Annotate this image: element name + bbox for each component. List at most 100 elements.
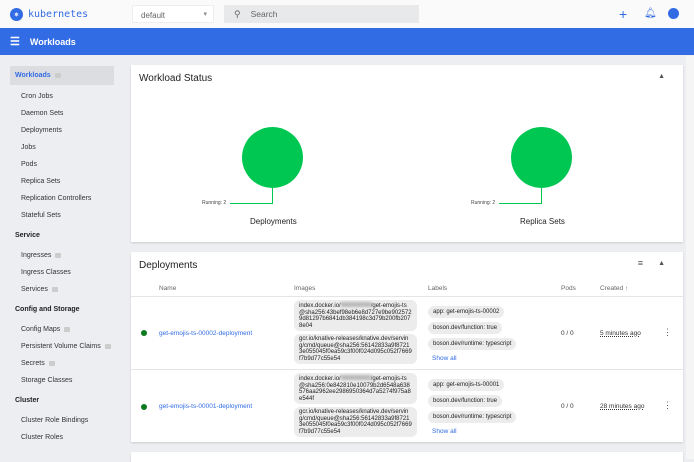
card-title: Workload Status xyxy=(139,73,213,84)
sidebar-item-ingress-classes[interactable]: Ingress Classes xyxy=(21,269,71,276)
account-icon[interactable] xyxy=(668,8,679,19)
redacted-text xyxy=(340,302,371,307)
helm-wheel-icon: ⎈ xyxy=(10,7,23,21)
more-vert-icon[interactable]: ⋮ xyxy=(663,400,672,410)
caret-down-icon: ▾ xyxy=(203,11,207,18)
bell-icon[interactable]: 🔔︎ xyxy=(644,8,657,19)
label-chip: boson.dev/function: true xyxy=(428,322,503,334)
status-running-icon xyxy=(141,330,147,336)
scrollbar[interactable] xyxy=(686,56,694,459)
next-card xyxy=(131,452,683,462)
deployment-link[interactable]: get-emojis-ts-00001-deployment xyxy=(159,403,253,410)
running-label: Running: 2 xyxy=(202,200,227,206)
deployment-link[interactable]: get-emojis-ts-00002-deployment xyxy=(159,330,253,337)
search-input[interactable]: ⚲ Search xyxy=(224,5,419,23)
created-time: 5 minutes ago xyxy=(600,330,641,337)
redacted-text xyxy=(340,375,371,380)
show-all-link[interactable]: Show all xyxy=(432,428,457,435)
label-chip: boson.dev/runtime: typescript xyxy=(428,338,517,350)
sidebar-item-cluster-role-bindings[interactable]: Cluster Role Bindings xyxy=(21,417,89,424)
collapse-icon[interactable]: ▲ xyxy=(658,73,665,80)
image-text: /get-emojis-ts@sha256:0e842810e10079b2d6… xyxy=(299,376,411,402)
sidebar-item-stateful-sets[interactable]: Stateful Sets xyxy=(21,212,61,219)
sidebar-item-ingresses[interactable]: Ingresses xyxy=(21,252,62,259)
created-time: 28 minutes ago xyxy=(600,403,645,410)
logo-text: kubernetes xyxy=(28,8,89,20)
search-placeholder: Search xyxy=(250,9,278,19)
sidebar-item-pvc[interactable]: Persistent Volume Claims xyxy=(21,343,111,350)
sidebar-item-label: Ingresses xyxy=(21,252,52,259)
sidebar-item-secrets[interactable]: Secrets xyxy=(21,360,55,367)
show-all-link[interactable]: Show all xyxy=(432,355,457,362)
image-text: index.docker.io/ xyxy=(299,376,341,382)
image-chip: index.docker.io//get-emojis-ts@sha256:43… xyxy=(294,300,417,332)
sidebar-item-replication-controllers[interactable]: Replication Controllers xyxy=(21,195,92,202)
label-chip: boson.dev/runtime: typescript xyxy=(428,411,517,423)
leader-line xyxy=(272,188,273,203)
sidebar: Workloads Cron Jobs Daemon Sets Deployme… xyxy=(0,55,130,459)
top-bar: ⎈ kubernetes default ▾ ⚲ Search + 🔔︎ xyxy=(0,0,694,28)
leader-line xyxy=(230,203,273,204)
deployments-chart-label: Deployments xyxy=(250,217,297,226)
image-text: index.docker.io/ xyxy=(299,303,341,309)
namespaced-badge xyxy=(48,360,55,366)
column-labels: Labels xyxy=(428,285,448,292)
label-chip: app: get-emojis-ts-00002 xyxy=(428,306,505,318)
namespaced-badge xyxy=(51,286,58,292)
menu-icon[interactable]: ☰ xyxy=(10,36,20,48)
pods-count: 0 / 0 xyxy=(561,330,574,337)
namespaced-badge xyxy=(104,343,111,349)
title-bar: ☰ Workloads xyxy=(0,28,694,55)
image-chip: gcr.io/knative-releases/knative.dev/serv… xyxy=(294,407,417,438)
sidebar-item-label: Services xyxy=(21,286,48,293)
namespaced-badge xyxy=(54,72,61,78)
section-service: Service xyxy=(15,232,40,239)
card-title: Deployments xyxy=(139,260,198,271)
table-row: get-emojis-ts-00002-deployment index.doc… xyxy=(131,296,683,369)
leader-line xyxy=(541,188,542,203)
section-config-storage: Config and Storage xyxy=(15,306,80,313)
sidebar-item-cluster-roles[interactable]: Cluster Roles xyxy=(21,434,64,441)
page-title: Workloads xyxy=(29,36,76,47)
sidebar-item-storage-classes[interactable]: Storage Classes xyxy=(21,377,73,384)
section-cluster: Cluster xyxy=(15,397,40,404)
namespace-select[interactable]: default ▾ xyxy=(132,5,214,23)
namespaced-badge xyxy=(64,326,71,332)
image-chip: gcr.io/knative-releases/knative.dev/serv… xyxy=(294,334,417,365)
sidebar-item-label: Workloads xyxy=(15,72,51,79)
create-plus-icon[interactable]: + xyxy=(619,6,628,22)
replica-sets-pie-slice xyxy=(511,127,572,188)
workload-status-card: Workload Status ▲ Running: 2 Deployments… xyxy=(131,65,683,242)
column-pods: Pods xyxy=(561,285,576,292)
search-icon: ⚲ xyxy=(234,8,241,19)
sidebar-item-replica-sets[interactable]: Replica Sets xyxy=(21,178,61,185)
sidebar-item-deployments[interactable]: Deployments xyxy=(21,127,62,134)
namespace-value: default xyxy=(141,11,166,20)
sidebar-item-daemon-sets[interactable]: Daemon Sets xyxy=(21,110,64,117)
status-running-icon xyxy=(141,404,147,410)
sidebar-item-services[interactable]: Services xyxy=(21,286,58,293)
replica-sets-chart-label: Replica Sets xyxy=(520,217,565,226)
sidebar-item-label: Config Maps xyxy=(21,326,61,333)
sidebar-item-workloads[interactable]: Workloads xyxy=(10,66,114,85)
sidebar-item-jobs[interactable]: Jobs xyxy=(21,144,36,151)
leader-line xyxy=(499,203,542,204)
kubernetes-logo[interactable]: ⎈ kubernetes xyxy=(10,7,89,21)
collapse-icon[interactable]: ▲ xyxy=(658,260,665,267)
more-vert-icon[interactable]: ⋮ xyxy=(663,327,672,337)
pods-count: 0 / 0 xyxy=(561,403,574,410)
sidebar-item-pods[interactable]: Pods xyxy=(21,161,37,168)
label-chip: boson.dev/function: true xyxy=(428,395,503,407)
column-name[interactable]: Name xyxy=(159,285,177,292)
column-created[interactable]: Created ↑ xyxy=(600,285,629,292)
namespaced-badge xyxy=(55,252,62,258)
image-text: /get-emojis-ts@sha256:43bef98eb6e8d727e9… xyxy=(299,303,412,329)
image-chip: index.docker.io//get-emojis-ts@sha256:0e… xyxy=(294,373,417,405)
table-row: get-emojis-ts-00001-deployment index.doc… xyxy=(131,369,683,442)
deployments-card: Deployments ≡ ▲ Name Images Labels Pods … xyxy=(131,252,683,442)
label-chip: app: get-emojis-ts-00001 xyxy=(428,379,505,391)
filter-icon[interactable]: ≡ xyxy=(637,258,643,268)
deployments-pie-slice xyxy=(242,127,303,188)
sidebar-item-cron-jobs[interactable]: Cron Jobs xyxy=(21,93,53,100)
sidebar-item-config-maps[interactable]: Config Maps xyxy=(21,326,71,333)
